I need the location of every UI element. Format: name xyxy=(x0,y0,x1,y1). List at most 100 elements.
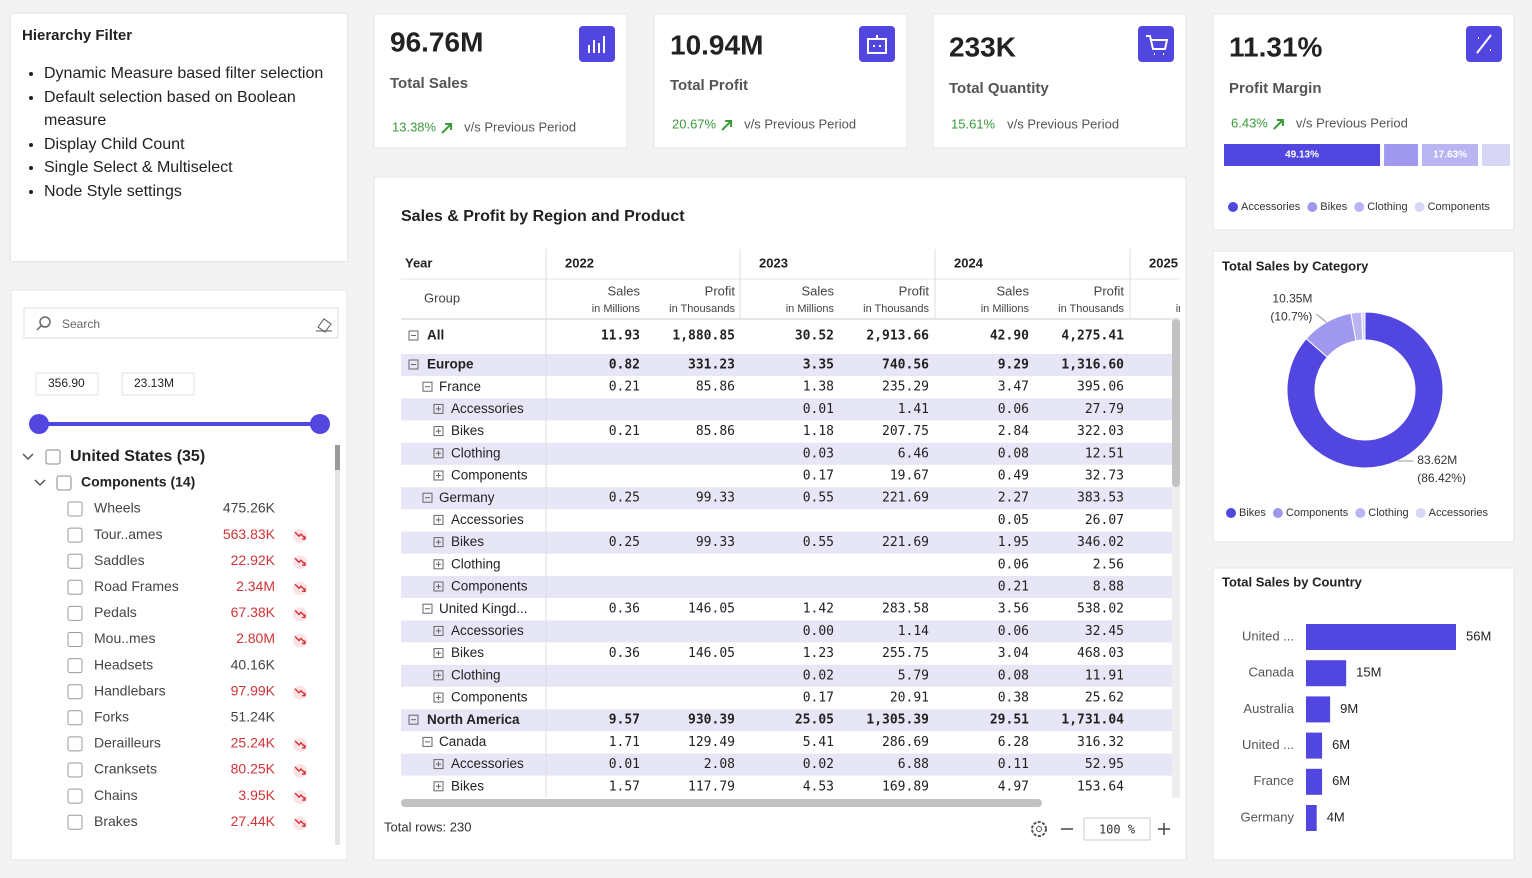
toggle-box[interactable] xyxy=(433,781,444,792)
cell-value: 129.49 xyxy=(688,735,735,750)
range-input[interactable] xyxy=(121,372,195,396)
row-band xyxy=(401,487,1172,510)
legend-marker xyxy=(1414,202,1425,212)
toggle-box[interactable] xyxy=(433,448,444,459)
slider-thumb[interactable] xyxy=(310,414,330,434)
toggle-box[interactable] xyxy=(433,559,444,570)
checkbox[interactable] xyxy=(67,605,83,621)
cell-value: 146.05 xyxy=(688,602,735,617)
measure-unit: in Millions xyxy=(592,303,641,315)
toggle-box[interactable] xyxy=(408,330,419,341)
clear-icon[interactable] xyxy=(316,318,332,333)
checkbox[interactable] xyxy=(67,553,83,569)
zoom-in[interactable] xyxy=(1158,823,1170,835)
cell-value: 8.88 xyxy=(1093,580,1124,595)
scrollbar-thumb[interactable] xyxy=(335,445,340,470)
cell-value: 0.06 xyxy=(998,624,1029,639)
row-label: Components xyxy=(451,690,528,705)
cell-value: 99.33 xyxy=(696,491,735,506)
checkbox[interactable] xyxy=(67,736,83,752)
checkbox[interactable] xyxy=(56,475,72,491)
toggle-box[interactable] xyxy=(433,537,444,548)
data-label: 15M xyxy=(1356,665,1381,680)
checkbox[interactable] xyxy=(45,449,61,465)
toggle-box[interactable] xyxy=(433,470,444,481)
row-label: Accessories xyxy=(451,401,524,416)
toggle-box[interactable] xyxy=(433,581,444,592)
year-header: 2025 xyxy=(1149,255,1178,270)
measure-unit: in Millions xyxy=(786,303,835,315)
checkbox[interactable] xyxy=(67,579,83,595)
flag-icon xyxy=(294,688,306,697)
cell-value: 1,880.85 xyxy=(672,329,735,344)
scrollbar-thumb[interactable] xyxy=(1172,319,1180,487)
cell-value: 52.95 xyxy=(1085,757,1124,772)
card-title: Hierarchy Filter xyxy=(22,27,133,44)
checkbox[interactable] xyxy=(67,501,83,517)
feature-item: Node Style settings xyxy=(44,180,328,204)
checkbox[interactable] xyxy=(67,658,83,674)
measure-unit: in Thousands xyxy=(1058,303,1124,315)
toggle-box[interactable] xyxy=(422,603,433,614)
toggle-box[interactable] xyxy=(422,381,433,392)
cell-value: 0.21 xyxy=(998,580,1029,595)
item-label: Pedals xyxy=(94,604,137,620)
matrix: Year Group 2022 Sales in Millions Profit in Th… xyxy=(401,249,1180,798)
item-label: Chains xyxy=(94,787,138,803)
cell-value: 4,275.41 xyxy=(1061,329,1124,344)
legend-label: Components xyxy=(1428,201,1491,213)
checkbox[interactable] xyxy=(67,527,83,543)
checkbox[interactable] xyxy=(67,632,83,647)
settings-icon[interactable] xyxy=(1031,821,1047,837)
checkbox[interactable] xyxy=(67,710,83,726)
toggle-box[interactable] xyxy=(422,492,433,503)
chevron[interactable] xyxy=(22,453,34,461)
checkbox[interactable] xyxy=(67,684,83,700)
measure-header: Profit xyxy=(1094,283,1125,298)
toggle-box[interactable] xyxy=(433,514,444,525)
toggle-box[interactable] xyxy=(422,736,433,747)
row-label: Accessories xyxy=(451,623,524,638)
toggle-box[interactable] xyxy=(408,714,419,725)
row-label: Bikes xyxy=(451,645,484,660)
cell-value: 255.75 xyxy=(882,646,929,661)
toggle-box[interactable] xyxy=(433,403,444,414)
toggle-box[interactable] xyxy=(433,759,444,770)
toggle-box[interactable] xyxy=(433,648,444,659)
y-tick-label: Canada xyxy=(1248,665,1294,680)
search-box[interactable] xyxy=(23,307,339,339)
toggle-sign xyxy=(436,761,441,767)
slider-thumb[interactable] xyxy=(29,414,49,434)
scrollbar-thumb[interactable] xyxy=(401,799,1042,807)
cell-value: 0.82 xyxy=(609,358,640,373)
toggle-box[interactable] xyxy=(433,670,444,681)
y-tick-label: United ... xyxy=(1242,737,1294,752)
toggle-box[interactable] xyxy=(433,426,444,437)
checkbox[interactable] xyxy=(67,762,83,778)
row-label: Bikes xyxy=(451,778,484,793)
range-input[interactable] xyxy=(35,372,99,396)
toggle-box[interactable] xyxy=(408,359,419,370)
toggle-box[interactable] xyxy=(433,625,444,636)
cell-value: 0.55 xyxy=(803,535,834,550)
donut-slice xyxy=(1361,311,1366,341)
checkbox[interactable] xyxy=(67,788,83,804)
cell-value: 20.91 xyxy=(890,691,929,706)
cell-value: 0.00 xyxy=(803,624,834,639)
flag-icon xyxy=(294,818,306,827)
toggle-sign xyxy=(436,695,441,700)
item-label: Derailleurs xyxy=(94,735,161,751)
cell-value: 0.06 xyxy=(998,402,1029,417)
checkbox[interactable] xyxy=(67,814,83,830)
item-value: 25.24K xyxy=(231,735,276,751)
chart-title: Total Sales by Country xyxy=(1222,574,1363,589)
chevron[interactable] xyxy=(34,479,46,487)
flag-icon xyxy=(294,609,306,619)
cell-value: 11.93 xyxy=(601,329,640,344)
kpi-icon xyxy=(579,26,615,62)
kpi-icon-glyph xyxy=(1476,34,1492,54)
data-label: 6M xyxy=(1332,737,1350,752)
data-label: 49.13% xyxy=(1285,150,1319,161)
cell-value: 0.55 xyxy=(803,491,834,506)
toggle-box[interactable] xyxy=(433,692,444,703)
